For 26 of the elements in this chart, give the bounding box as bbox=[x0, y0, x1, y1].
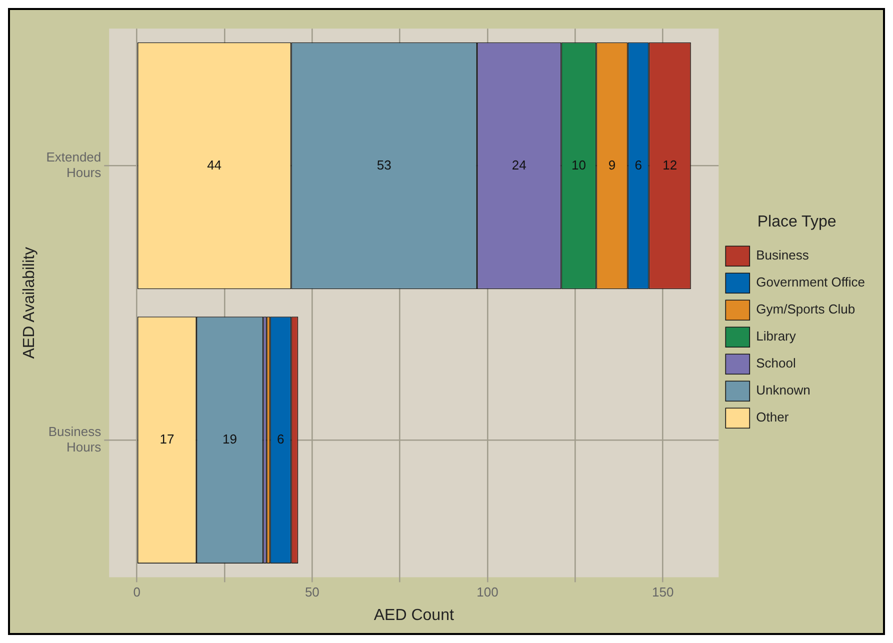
x-axis-title: AED Count bbox=[374, 606, 454, 624]
data-label: 24 bbox=[512, 157, 526, 172]
data-label: 10 bbox=[571, 157, 586, 172]
data-label: 19 bbox=[222, 432, 238, 447]
data-label: 44 bbox=[207, 157, 222, 172]
data-label: 12 bbox=[662, 157, 678, 172]
x-tick-label: 150 bbox=[652, 584, 674, 600]
x-tick-label: 100 bbox=[476, 584, 498, 600]
x-tick-label: 50 bbox=[304, 584, 320, 600]
legend-label: Business bbox=[756, 248, 810, 263]
y-axis-title: AED Availability bbox=[21, 247, 38, 359]
data-label: 9 bbox=[608, 157, 616, 172]
legend-label: School bbox=[756, 356, 796, 371]
y-tick-label: Extended Hours bbox=[46, 150, 102, 180]
legend-label: Library bbox=[756, 328, 796, 344]
legend-label: Unknown bbox=[756, 382, 810, 398]
data-label: 6 bbox=[634, 157, 642, 172]
y-tick-label: Business Hours bbox=[48, 424, 102, 454]
data-label: 53 bbox=[376, 157, 392, 172]
legend-label: Gym/Sports Club bbox=[756, 302, 856, 317]
legend-label: Other bbox=[756, 410, 790, 425]
legend-title: Place Type bbox=[757, 213, 836, 230]
data-label: 6 bbox=[277, 432, 284, 447]
x-tick-label: 0 bbox=[133, 584, 140, 600]
legend-label: Government Office bbox=[756, 274, 866, 290]
data-label: 17 bbox=[160, 432, 174, 447]
